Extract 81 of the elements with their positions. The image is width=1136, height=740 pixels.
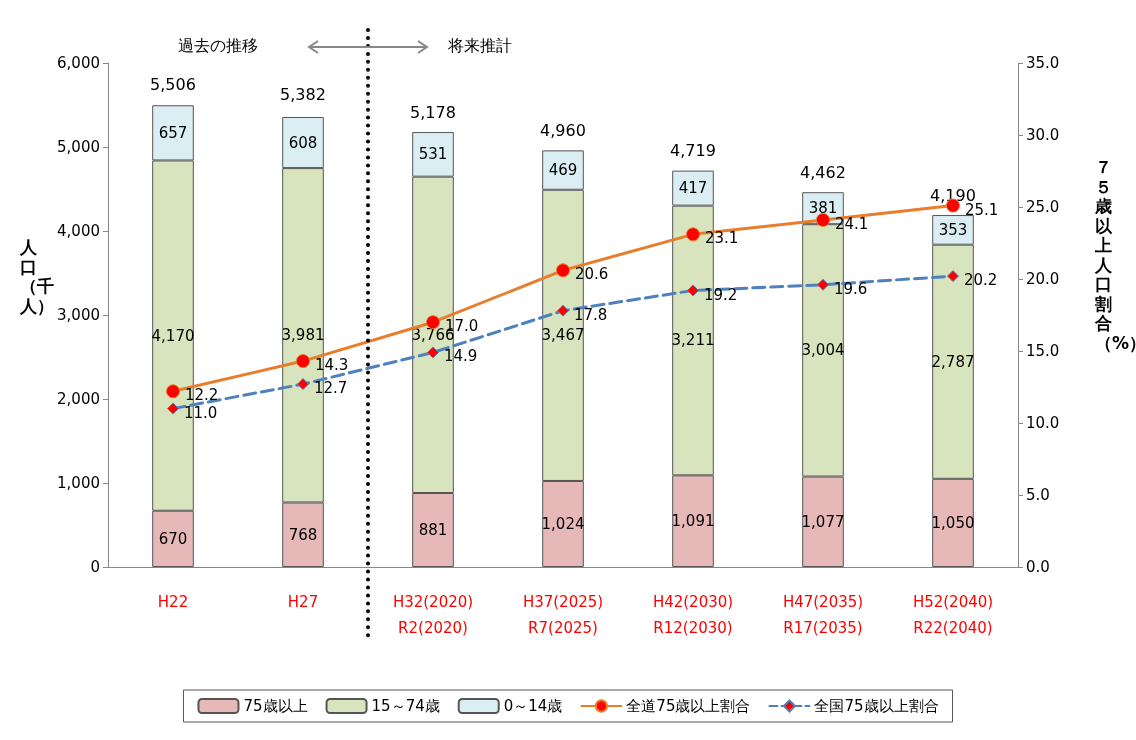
x-tick-label: H52(2040) R22(2040) <box>912 593 994 637</box>
annotation: 5,382 <box>280 85 326 105</box>
y2-tick-label: 25.0 <box>1026 198 1060 216</box>
y-tick-label: 6,000 <box>57 54 100 72</box>
annotation: 5,178 <box>410 102 456 122</box>
point <box>297 378 309 391</box>
y-tick-label: 2,000 <box>57 390 100 408</box>
point <box>166 384 180 399</box>
data-label: 1,050 <box>931 513 975 532</box>
point <box>296 354 310 369</box>
data-label: 3,467 <box>541 326 585 345</box>
data-label: 1,024 <box>541 514 585 533</box>
legend-label: 0～14歳 <box>503 697 563 715</box>
point <box>556 263 570 278</box>
data-label: 19.2 <box>704 285 738 304</box>
y-tick-label: 1,000 <box>57 474 100 492</box>
data-label: 353 <box>938 220 968 239</box>
data-label: 768 <box>288 525 318 544</box>
y2-tick-label: 20.0 <box>1026 270 1060 288</box>
x-tick-label: H32(2020) R2(2020) <box>392 593 474 637</box>
y-tick-label: 4,000 <box>57 222 100 240</box>
point <box>686 227 700 242</box>
data-label: 12.7 <box>314 379 348 398</box>
x-tick-label: H27 <box>287 593 319 611</box>
y-tick-label: 3,000 <box>57 306 100 324</box>
data-label: 20.6 <box>575 265 609 284</box>
point <box>687 284 699 297</box>
data-label: 12.2 <box>185 386 219 405</box>
data-label: 881 <box>418 521 448 539</box>
data-label: 2,787 <box>931 352 975 371</box>
data-label: 3,211 <box>671 331 715 350</box>
point <box>816 212 830 227</box>
data-label: 20.2 <box>964 271 998 290</box>
data-label: 14.3 <box>315 356 349 375</box>
x-tick-label: H22 <box>157 593 189 611</box>
data-label: 3,981 <box>281 326 325 345</box>
data-label: 469 <box>548 161 578 180</box>
data-label: 381 <box>808 199 838 218</box>
data-label: 14.9 <box>444 347 478 366</box>
point <box>167 402 179 415</box>
legend-label: 全道75歳以上割合 <box>626 697 751 715</box>
data-label: 608 <box>288 133 318 152</box>
y2-tick-label: 15.0 <box>1026 342 1060 360</box>
text: ７５歳以上人口割合（%） <box>1095 157 1136 353</box>
data-label: 3,004 <box>801 341 845 360</box>
annotation: 4,719 <box>670 141 716 161</box>
data-label: 17.8 <box>574 305 608 324</box>
text: 過去の推移 <box>178 36 258 57</box>
data-label: 657 <box>158 123 188 142</box>
point <box>817 278 829 291</box>
data-label: 24.1 <box>835 214 869 233</box>
x-tick-label: H47(2035) R17(2035) <box>782 593 864 637</box>
annotation: 4,462 <box>800 162 846 182</box>
point <box>947 270 959 283</box>
legend-label: 全国75歳以上割合 <box>814 697 939 715</box>
text: 将来推計 <box>448 36 512 57</box>
y2-tick-label: 10.0 <box>1026 414 1060 432</box>
data-label: 11.0 <box>184 403 218 422</box>
legend-label: 75歳以上 <box>243 697 308 715</box>
point <box>557 304 569 317</box>
y2-tick-label: 5.0 <box>1026 486 1050 504</box>
x-tick-label: H42(2030) R12(2030) <box>652 593 734 637</box>
annotation: 4,960 <box>540 120 586 140</box>
data-label: 670 <box>158 529 188 548</box>
y2-tick-label: 35.0 <box>1026 54 1060 72</box>
y-tick-label: 0 <box>90 558 100 576</box>
y2-tick-label: 30.0 <box>1026 126 1060 144</box>
x-tick-label: H37(2025) R7(2025) <box>522 593 604 637</box>
point <box>427 346 439 359</box>
data-label: 417 <box>678 179 708 198</box>
y-axis-title: 人口（千人） <box>20 237 54 317</box>
y-tick-label: 5,000 <box>57 138 100 156</box>
data-label: 23.1 <box>705 229 739 248</box>
data-label: 531 <box>418 145 448 164</box>
data-label: 19.6 <box>834 279 868 298</box>
data-label: 4,170 <box>151 326 195 345</box>
annotation: 5,506 <box>150 75 196 94</box>
legend-label: 15～74歳 <box>371 697 440 715</box>
data-label: 1,077 <box>801 512 845 531</box>
data-label: 1,091 <box>671 512 715 531</box>
y2-tick-label: 0.0 <box>1026 558 1050 576</box>
